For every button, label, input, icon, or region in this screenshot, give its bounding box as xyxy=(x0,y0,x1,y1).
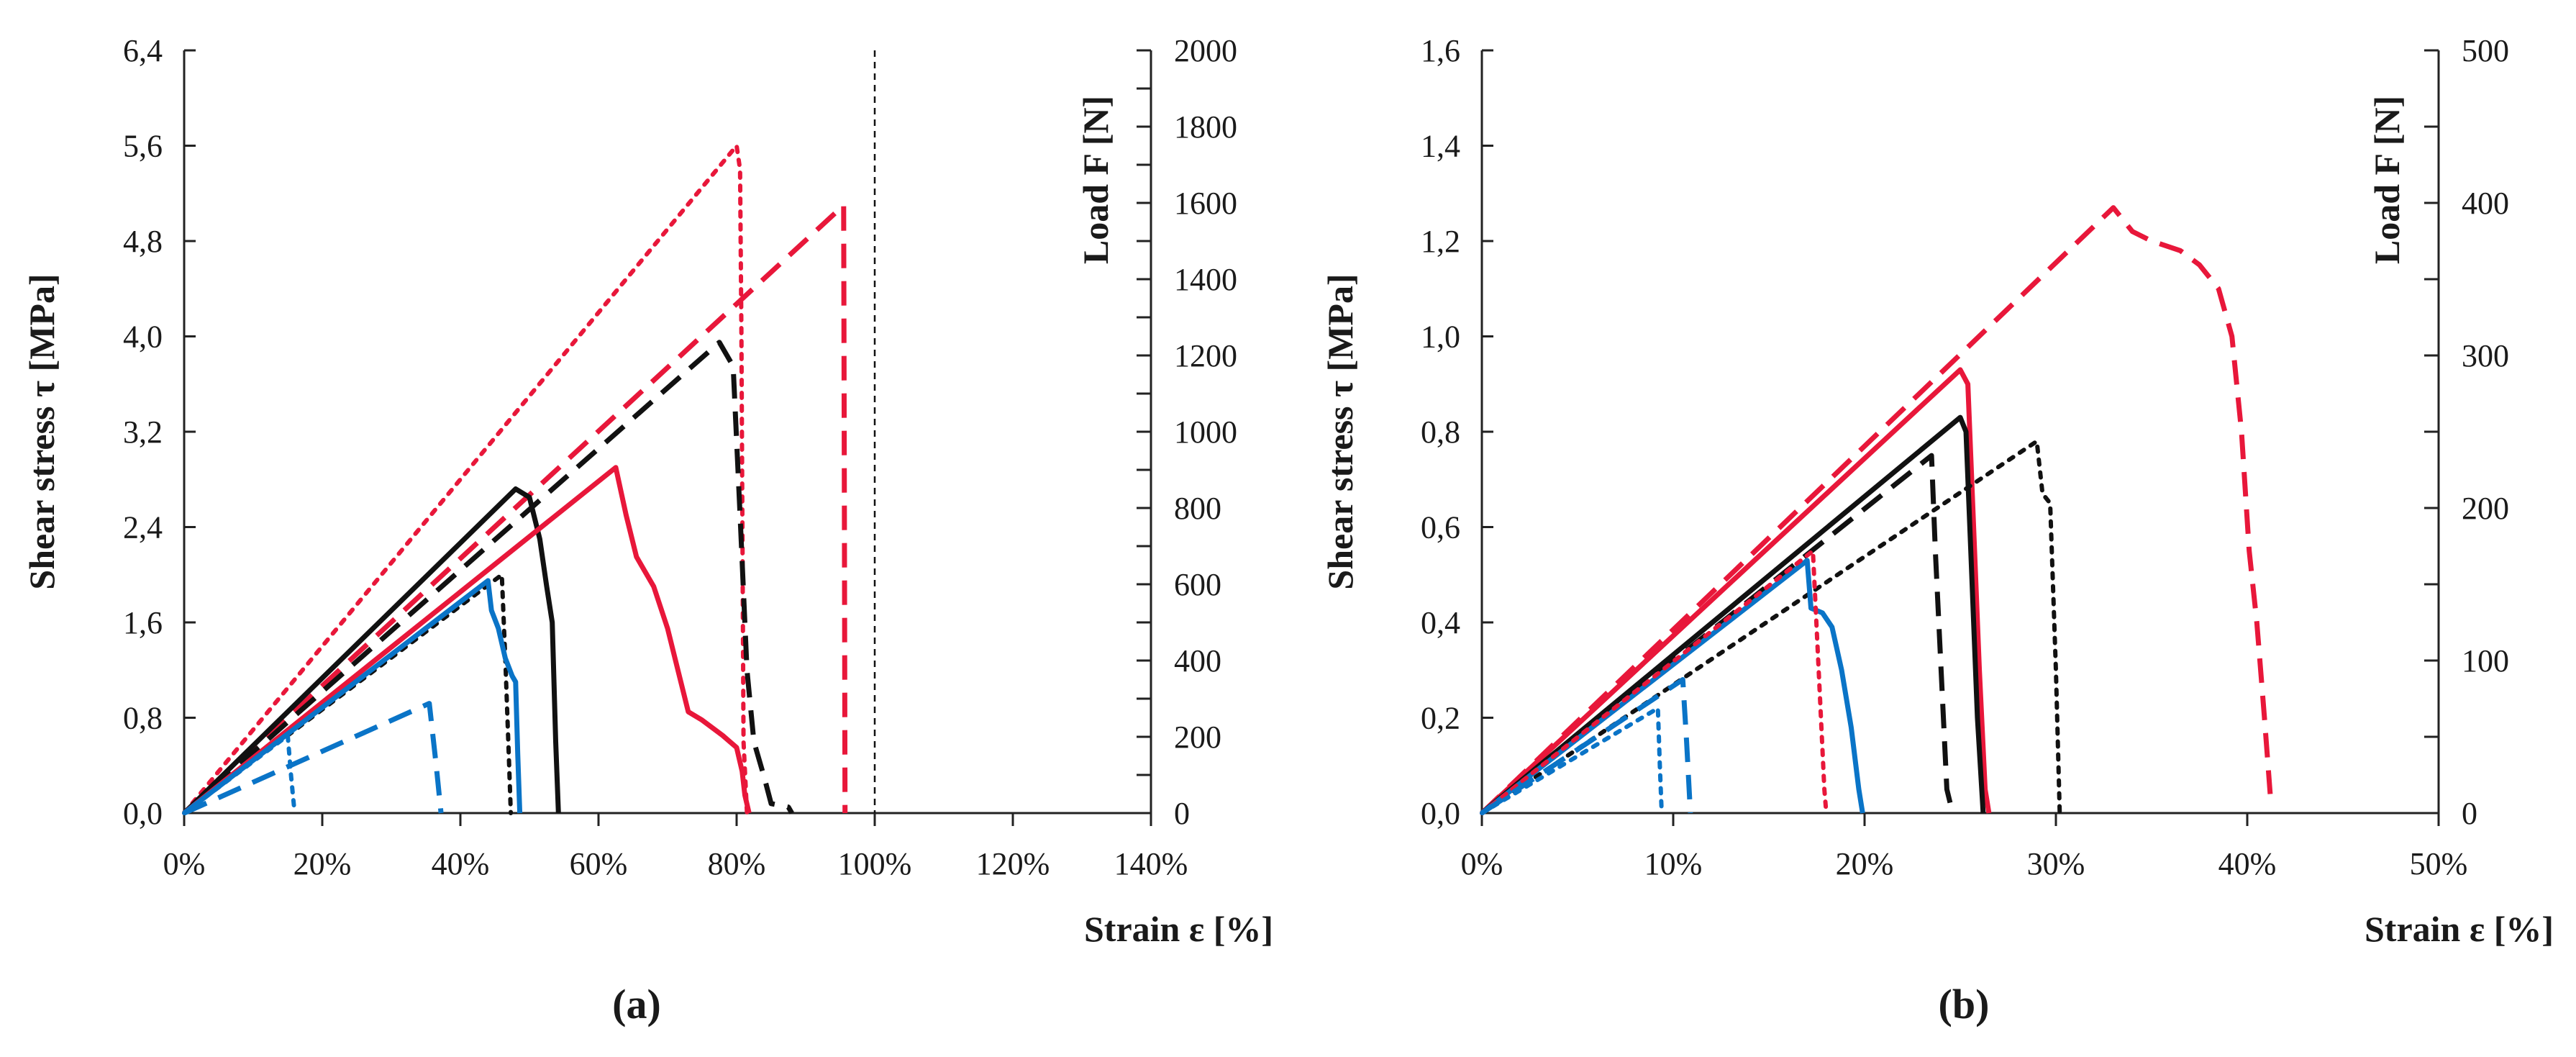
x-axis-title: Strain ε [%] xyxy=(1084,909,1273,949)
series-line-red-dotted xyxy=(182,143,750,815)
y-tick-label: 0,2 xyxy=(1421,701,1460,736)
x-tick-label: 20% xyxy=(293,846,352,881)
y2-tick-label: 0 xyxy=(1174,796,1190,831)
series-line-black-dashed xyxy=(1480,453,1955,815)
y2-tick-label: 1600 xyxy=(1174,186,1237,221)
chart-panel-b: 0% 10% 20% 30% 40% 50% 0,0 0,2 0,4 0,6 0,8 1,0 1,2 1,… xyxy=(1320,33,2554,1027)
y-tick-label: 0,6 xyxy=(1421,510,1460,545)
y2-tick-label: 1400 xyxy=(1174,262,1237,297)
x-tick-label: 30% xyxy=(2027,846,2085,881)
series-line-black-solid xyxy=(1480,414,1986,815)
x-tick-label: 120% xyxy=(976,846,1050,881)
y2-tick-label: 400 xyxy=(1174,643,1221,679)
chart-panel-a: 0% 20% 40% 60% 80% 100% 120% 140% 0,0 0,8 1,6 2,4 3,… xyxy=(22,33,1273,1027)
y-tick-label: 6,4 xyxy=(123,33,163,68)
x-tick-label: 80% xyxy=(708,846,766,881)
series-line-blue-dotted xyxy=(1480,706,1664,815)
y-tick-label: 1,4 xyxy=(1421,129,1460,164)
y2-tick-label: 0 xyxy=(2462,796,2477,831)
series-line-red-solid xyxy=(1480,367,1992,815)
y2-axis-title: Load F [N] xyxy=(1075,96,1116,264)
y2-tick-label: 300 xyxy=(2462,338,2509,373)
y-axis-title: Shear stress τ [MPa] xyxy=(1320,273,1360,589)
y-tick-label: 5,6 xyxy=(123,129,163,164)
y-tick-label: 3,2 xyxy=(123,414,163,450)
y2-tick-label: 200 xyxy=(1174,720,1221,755)
panel-label: (a) xyxy=(612,981,661,1027)
y-axis-title: Shear stress τ [MPa] xyxy=(22,273,62,589)
series-line-blue-dotted xyxy=(182,733,297,815)
series-line-blue-dashed xyxy=(1480,677,1693,815)
y-tick-label: 0,4 xyxy=(1421,605,1460,640)
y2-tick-label: 600 xyxy=(1174,567,1221,602)
y-tick-label: 0,0 xyxy=(123,796,163,831)
series-line-blue-dashed xyxy=(183,701,444,816)
y2-tick-label: 1200 xyxy=(1174,338,1237,373)
y-tick-label: 0,0 xyxy=(1421,796,1460,831)
series-line-blue-solid xyxy=(1480,558,1865,815)
series-line-blue-solid xyxy=(182,578,523,815)
y-tick-label: 4,0 xyxy=(123,319,163,355)
y2-tick-label: 500 xyxy=(2462,33,2509,68)
x-tick-label: 60% xyxy=(570,846,628,881)
y-tick-label: 0,8 xyxy=(1421,414,1460,450)
y2-tick-label: 400 xyxy=(2462,186,2509,221)
y2-tick-label: 2000 xyxy=(1174,33,1237,68)
y2-axis-title: Load F [N] xyxy=(2367,96,2407,264)
panel-label: (b) xyxy=(1939,981,1990,1027)
x-tick-label: 40% xyxy=(2218,846,2277,881)
series-line-black-dotted xyxy=(1480,439,2062,815)
x-tick-label: 50% xyxy=(2410,846,2468,881)
y2-tick-label: 800 xyxy=(1174,491,1221,526)
x-tick-label: 0% xyxy=(1461,846,1503,881)
x-tick-label: 100% xyxy=(838,846,912,881)
y-tick-label: 4,8 xyxy=(123,224,163,259)
y2-tick-label: 1000 xyxy=(1174,414,1237,450)
series-line-red-dashed xyxy=(182,202,848,815)
y2-tick-label: 1800 xyxy=(1174,109,1237,145)
series-line-black-dashed xyxy=(182,340,794,815)
y-tick-label: 1,6 xyxy=(1421,33,1460,68)
x-tick-label: 40% xyxy=(432,846,490,881)
series-line-red-solid xyxy=(182,465,752,815)
x-axis-title: Strain ε [%] xyxy=(2365,909,2554,949)
y-tick-label: 1,0 xyxy=(1421,319,1460,355)
y-tick-label: 2,4 xyxy=(123,510,163,545)
series-line-black-solid xyxy=(182,486,561,815)
x-tick-label: 10% xyxy=(1644,846,1703,881)
y2-tick-label: 200 xyxy=(2462,491,2509,526)
y-tick-label: 1,2 xyxy=(1421,224,1460,259)
y2-tick-label: 100 xyxy=(2462,643,2509,679)
series-line-red-dashed xyxy=(1480,205,2273,815)
x-tick-label: 140% xyxy=(1114,846,1188,881)
x-tick-label: 20% xyxy=(1836,846,1894,881)
x-tick-label: 0% xyxy=(163,846,206,881)
y-tick-label: 1,6 xyxy=(123,605,163,640)
y-tick-label: 0,8 xyxy=(123,701,163,736)
